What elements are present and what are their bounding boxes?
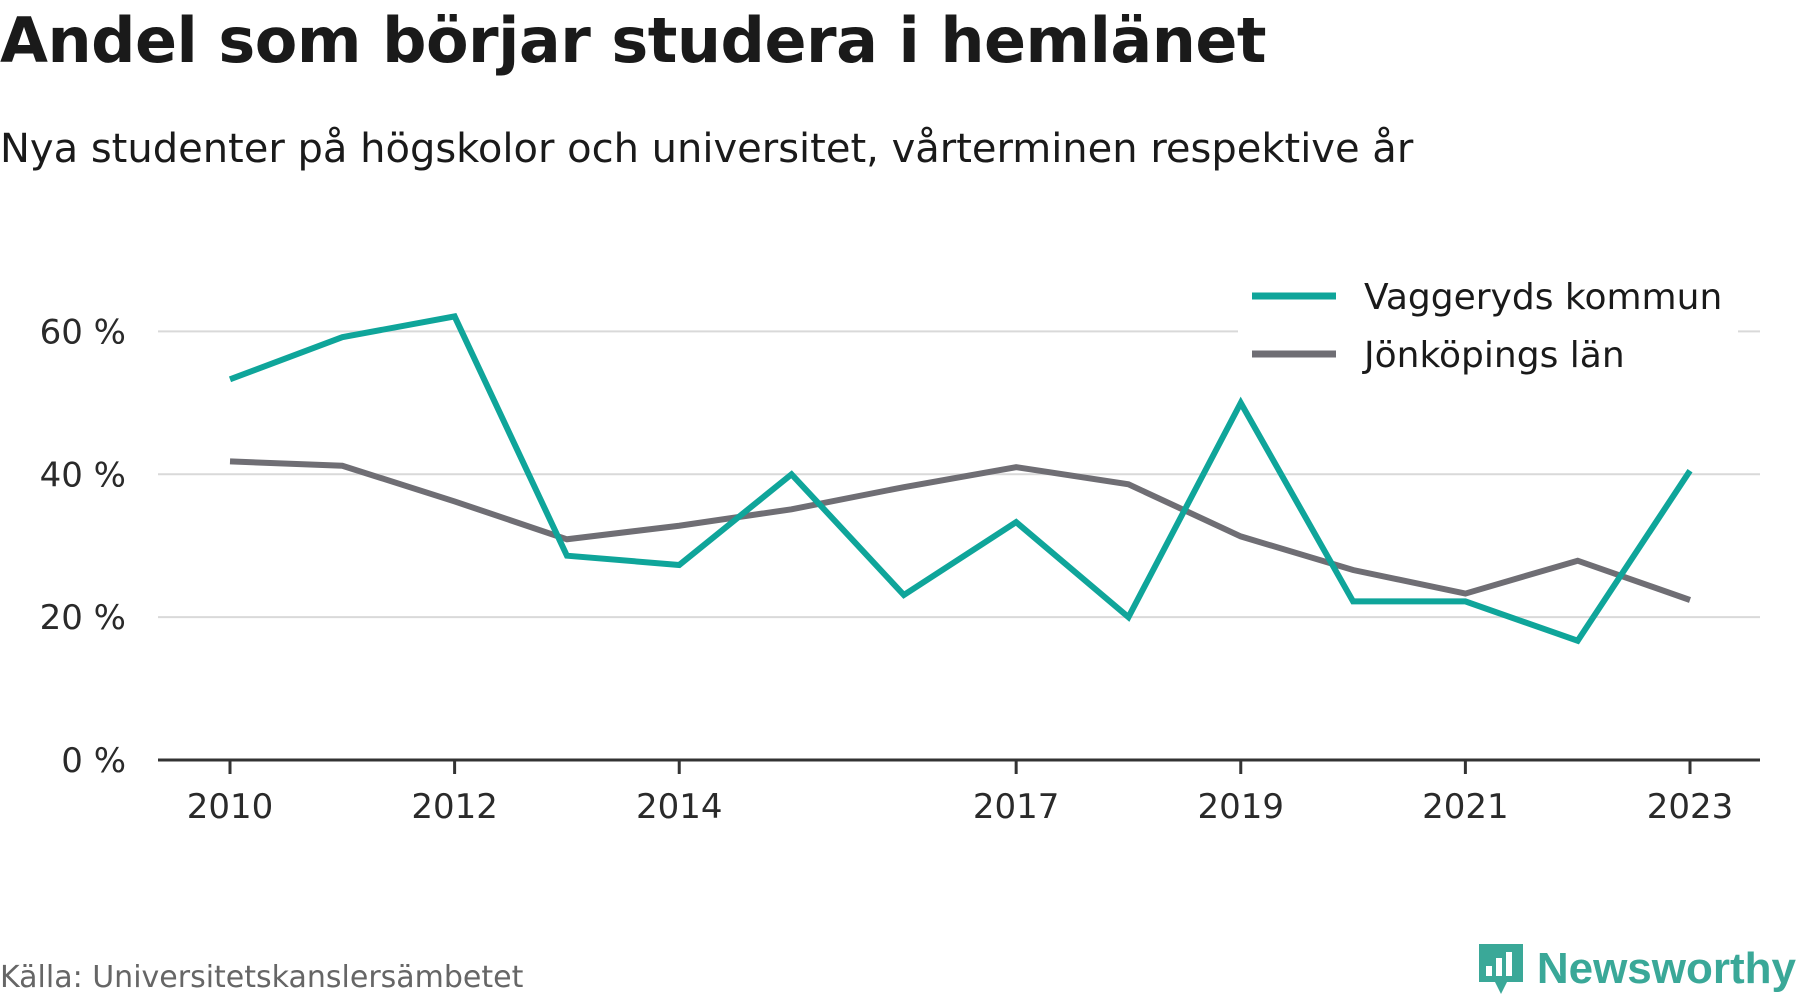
legend: Vaggeryds kommun Jönköpings län [1238,260,1738,384]
y-tick-label-60: 60 % [40,312,126,352]
x-tick-label-2019: 2019 [1198,787,1285,827]
series-lines [228,313,1693,645]
legend-label-1: Jönköpings län [1362,335,1625,376]
chart-title: Andel som börjar studera i hemlänet [0,4,1267,77]
x-tick-label-2012: 2012 [411,787,498,827]
x-tick-label-2014: 2014 [636,787,723,827]
series-line-0 [228,313,1693,645]
brand-logo: Newsworthy [1475,940,1796,998]
x-axis-labels: 2010 2012 2014 2017 2019 2021 2023 [187,787,1734,827]
source-note: Källa: Universitetskanslersämbetet [0,960,524,995]
x-tick-label-2023: 2023 [1647,787,1734,827]
legend-label-0: Vaggeryds kommun [1364,277,1722,318]
y-tick-label-0: 0 % [61,741,126,781]
x-tick-label-2010: 2010 [187,787,274,827]
newsworthy-logo-icon [1478,944,1523,994]
x-tick-label-2021: 2021 [1422,787,1509,827]
x-axis [158,758,1760,774]
legend-background [1238,260,1738,384]
y-axis-labels: 0 % 20 % 40 % 60 % [40,312,126,781]
series-line-1 [229,458,1691,603]
y-tick-label-40: 40 % [40,455,126,495]
brand-name: Newsworthy [1536,944,1796,993]
y-tick-label-20: 20 % [40,598,126,638]
x-tick-label-2017: 2017 [973,787,1060,827]
chart-subtitle: Nya studenter på högskolor och universit… [0,126,1414,172]
